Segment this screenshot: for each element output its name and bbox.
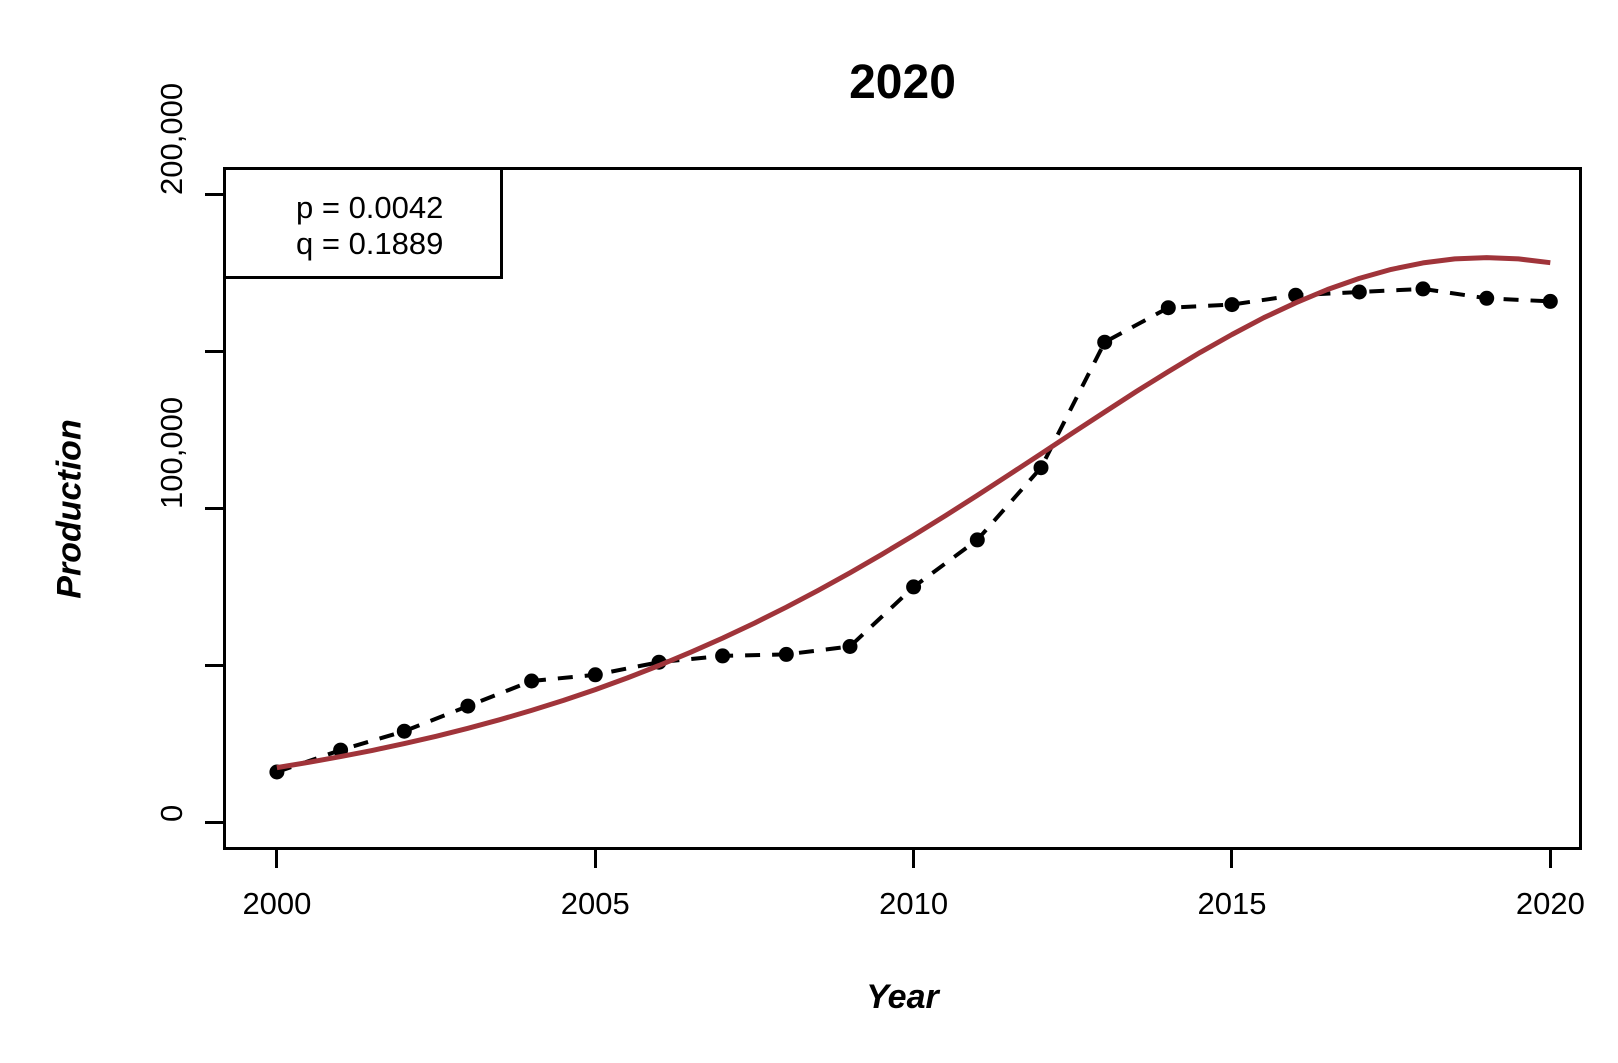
- data-point: [1097, 334, 1113, 350]
- data-point: [778, 646, 794, 662]
- x-tick-label: 2010: [879, 886, 949, 921]
- y-tick-mark: [205, 507, 223, 510]
- x-tick-label: 2000: [242, 886, 312, 921]
- y-tick-mark: [205, 193, 223, 197]
- data-point: [1542, 293, 1558, 309]
- y-tick-mark: [205, 663, 223, 667]
- y-tick-mark: [205, 350, 223, 354]
- data-point: [1033, 460, 1049, 476]
- data-point: [396, 723, 412, 739]
- y-axis-label: Production: [50, 419, 89, 599]
- data-point: [1479, 290, 1495, 306]
- x-axis-label: Year: [866, 978, 939, 1016]
- data-point: [524, 673, 540, 689]
- x-tick-label: 2005: [560, 886, 630, 921]
- x-tick-mark: [275, 850, 279, 868]
- legend-entry-p: p = 0.0042: [296, 190, 444, 225]
- x-tick-mark: [1230, 850, 1234, 868]
- x-tick-mark: [912, 850, 916, 868]
- data-point: [1224, 297, 1240, 313]
- data-point: [587, 667, 603, 683]
- plot-canvas: [269, 255, 1558, 780]
- fitted-curve: [276, 255, 1551, 771]
- plot-title: 2020: [849, 56, 956, 109]
- y-tick-mark: [205, 820, 223, 824]
- data-point: [1160, 300, 1176, 316]
- x-tick-label: 2015: [1197, 886, 1267, 921]
- data-point: [969, 532, 985, 548]
- data-point: [715, 648, 731, 664]
- data-point: [1351, 284, 1367, 300]
- data-point: [460, 698, 476, 714]
- x-tick-mark: [1548, 850, 1552, 868]
- data-point: [842, 639, 858, 654]
- data-point: [906, 579, 922, 595]
- parameter-legend: p = 0.0042 q = 0.1889: [223, 167, 503, 279]
- x-tick-label: 2020: [1515, 886, 1585, 921]
- data-point: [1415, 281, 1431, 297]
- legend-entry-q: q = 0.1889: [296, 226, 444, 261]
- x-tick-mark: [593, 850, 597, 868]
